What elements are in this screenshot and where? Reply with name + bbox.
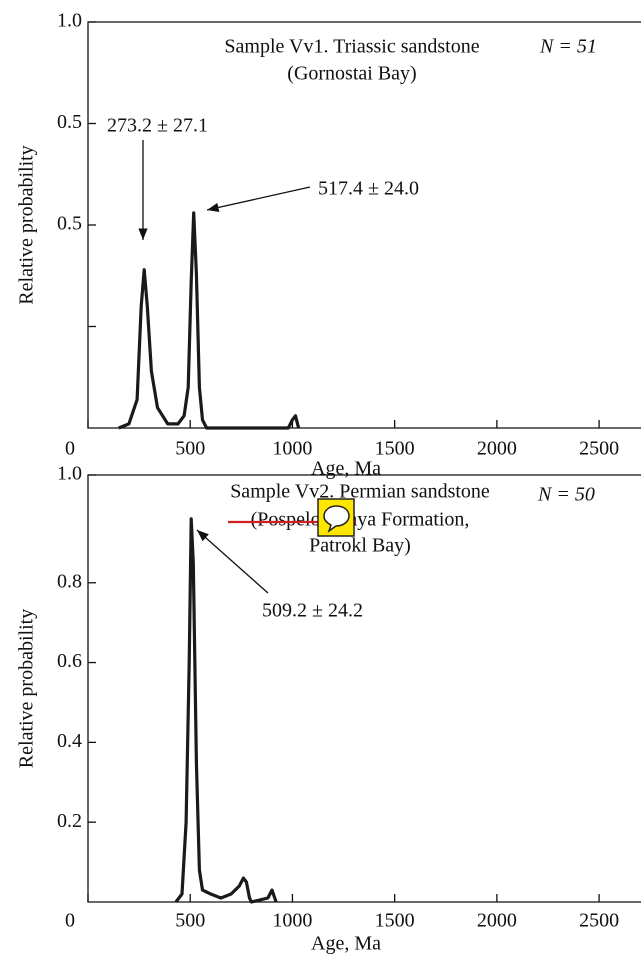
chart-title: (Pospelovskaya Formation, [251,509,470,531]
sample-size: N = 51 [539,36,597,58]
y-tick-label: 0.5 [57,213,82,235]
annotation-arrow [196,529,269,594]
peak-annotation: 509.2 ± 24.2 [262,600,363,622]
x-tick-label: 2500 [579,438,619,460]
y-tick-label: 0.4 [57,730,82,752]
chart-title: Sample Vv1. Triassic sandstone [224,36,479,58]
chart-title: Sample Vv2. Permian sandstone [230,481,490,503]
comment-bubble [323,505,350,533]
x-tick-label: 2000 [477,910,517,932]
x-tick-label: 1000 [272,910,312,932]
x-tick-label: 0 [65,910,75,932]
x-tick-label: 1000 [272,438,312,460]
y-tick-label: 1.0 [57,463,82,485]
x-tick-label: 500 [175,438,205,460]
x-axis-label: Age, Ma [311,933,381,955]
density-curve [118,211,301,430]
y-tick-label: 0.2 [57,810,82,832]
x-axis-label: Age, Ma [311,458,381,480]
x-tick-label: 0 [65,438,75,460]
y-axis-label: Relative probability [16,609,38,768]
x-tick-label: 2000 [477,438,517,460]
x-tick-label: 1500 [375,910,415,932]
peak-annotation: 273.2 ± 27.1 [107,115,208,137]
y-tick-label: 0.5 [57,111,82,133]
y-axis-label: Relative probability [16,145,38,304]
x-tick-label: 500 [175,910,205,932]
annotation-arrow [206,186,311,213]
y-tick-label: 0.6 [57,650,82,672]
density-curve [174,517,278,904]
sample-size: N = 50 [537,484,595,506]
y-tick-label: 1.0 [57,10,82,32]
chart-title: Patrokl Bay) [309,535,411,557]
chart-title: (Gornostai Bay) [287,63,416,85]
axes-frame [87,474,641,903]
y-tick-label: 0.8 [57,570,82,592]
x-tick-label: 2500 [579,910,619,932]
x-tick-label: 1500 [375,438,415,460]
peak-annotation: 517.4 ± 24.0 [318,178,419,200]
